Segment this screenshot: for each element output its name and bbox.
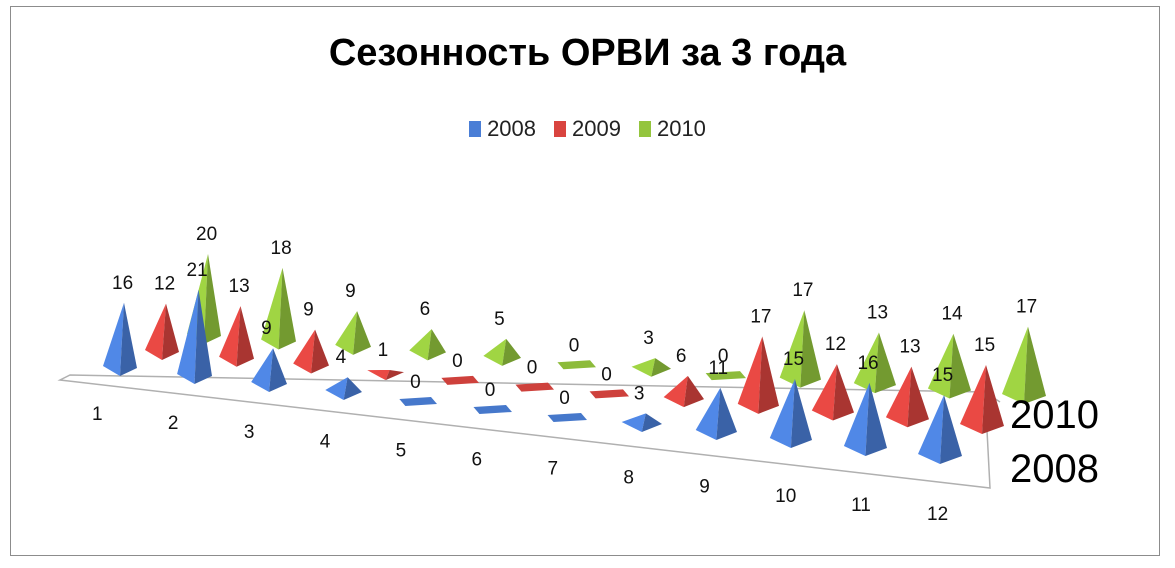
value-label-2009-6: 0: [527, 358, 538, 379]
pyramid-2010-6: [557, 360, 596, 370]
chart-title: Сезонность ОРВИ за 3 года: [328, 32, 847, 74]
legend-label-2008: 2008: [487, 116, 537, 141]
value-label-2010-9: 17: [792, 280, 813, 301]
pyramid-2010-9: [779, 310, 821, 388]
legend-item-2010: 2010: [638, 116, 706, 142]
x-tick-7: 7: [547, 459, 558, 480]
pyramid-2010-2: [261, 267, 296, 350]
value-label-2008-10: 15: [783, 349, 804, 370]
pyramid-2009-8: [663, 375, 704, 408]
value-label-2009-5: 0: [452, 351, 463, 372]
value-label-2008-2: 21: [187, 260, 208, 281]
pyramid-2008-10: [769, 379, 812, 448]
pyramid-2009-7: [589, 389, 629, 399]
value-label-2009-9: 17: [750, 306, 771, 327]
legend-swatch-2010: [638, 121, 651, 137]
value-label-2010-10: 13: [867, 302, 888, 323]
pyramid-2009-11: [885, 366, 929, 428]
pyramid-2010-4: [409, 329, 446, 361]
pyramid-2010-8: [705, 371, 746, 381]
legend-swatch-2009: [554, 121, 567, 137]
pyramid-2009-9: [737, 336, 779, 414]
pyramid-2008-6: [473, 405, 512, 414]
x-tick-8: 8: [623, 468, 634, 489]
pyramid-2008-4: [325, 377, 362, 400]
value-label-2010-1: 20: [196, 224, 217, 245]
pyramid-2008-12: [918, 395, 962, 464]
value-label-2008-3: 9: [261, 318, 272, 339]
x-tick-9: 9: [699, 477, 710, 498]
pyramid-2009-2: [219, 306, 254, 367]
pyramid-2010-5: [483, 338, 521, 366]
value-label-2010-2: 18: [271, 238, 292, 259]
pyramid-2008-5: [399, 397, 437, 406]
pyramid-2010-7: [631, 358, 671, 377]
chart-legend: 2008 2009 2010: [0, 116, 1175, 142]
value-label-2010-4: 6: [420, 299, 431, 320]
pyramid-2009-6: [515, 382, 554, 392]
pyramid-2008-9: [695, 387, 737, 440]
pyramid-2008-11: [843, 382, 887, 456]
value-label-2009-1: 12: [154, 274, 175, 295]
value-label-2009-8: 6: [676, 346, 687, 367]
value-label-2009-10: 12: [825, 334, 846, 355]
value-label-2010-3: 9: [345, 281, 356, 302]
pyramid-2008-1: [103, 302, 137, 376]
legend-swatch-2008: [469, 121, 482, 137]
pyramid-2010-10: [853, 332, 896, 394]
value-label-2008-4: 4: [336, 347, 347, 368]
legend-label-2010: 2010: [656, 116, 706, 141]
value-label-2008-5: 0: [410, 372, 421, 393]
value-label-2008-6: 0: [485, 380, 496, 401]
value-label-2008-7: 0: [559, 388, 570, 409]
pyramid-2009-1: [145, 303, 179, 360]
value-label-2008-8: 3: [634, 383, 645, 404]
pyramid-2009-4: [367, 369, 404, 381]
legend-item-2009: 2009: [554, 116, 621, 142]
pyramid-2009-3: [293, 329, 329, 374]
depth-label-2008: 2008: [1010, 447, 1099, 491]
x-tick-11: 11: [851, 495, 871, 516]
x-tick-3: 3: [244, 422, 255, 443]
x-tick-4: 4: [320, 431, 331, 452]
value-label-2009-11: 13: [899, 337, 920, 358]
value-label-2009-12: 15: [974, 335, 995, 356]
x-tick-2: 2: [168, 413, 179, 434]
value-label-2010-7: 3: [643, 328, 654, 349]
x-tick-5: 5: [396, 440, 407, 461]
pyramid-2010-11: [927, 333, 971, 399]
legend-item-2008: 2008: [469, 116, 536, 142]
value-label-2008-11: 16: [857, 353, 878, 374]
pyramid-2009-12: [960, 365, 1004, 434]
pyramid-2010-3: [335, 311, 371, 355]
value-label-2010-8: 0: [718, 346, 729, 367]
value-label-2008-1: 16: [112, 273, 133, 294]
value-label-2009-3: 9: [303, 300, 314, 321]
value-label-2010-6: 0: [569, 335, 580, 356]
depth-label-2010: 2010: [1010, 393, 1099, 437]
pyramid-2008-2: [177, 289, 212, 384]
pyramid-2008-7: [547, 413, 587, 422]
pyramid-2008-8: [621, 413, 662, 432]
pyramid-2010-12: [1002, 326, 1046, 404]
value-label-2009-7: 0: [601, 364, 612, 385]
x-tick-12: 12: [927, 504, 948, 525]
value-label-2010-12: 17: [1016, 297, 1037, 318]
x-tick-1: 1: [92, 404, 103, 425]
value-label-2010-5: 5: [494, 309, 505, 330]
legend-label-2009: 2009: [572, 116, 621, 141]
pyramid-2008-3: [251, 348, 287, 392]
value-label-2008-9: 11: [708, 358, 728, 379]
value-label-2010-11: 14: [941, 304, 963, 325]
value-label-2009-4: 1: [378, 340, 389, 361]
pyramid-2009-5: [441, 375, 479, 385]
pyramid-2009-10: [811, 364, 854, 421]
value-label-2009-2: 13: [229, 276, 250, 297]
x-tick-6: 6: [472, 449, 483, 470]
x-tick-10: 10: [775, 486, 796, 507]
value-label-2008-12: 15: [932, 365, 953, 386]
